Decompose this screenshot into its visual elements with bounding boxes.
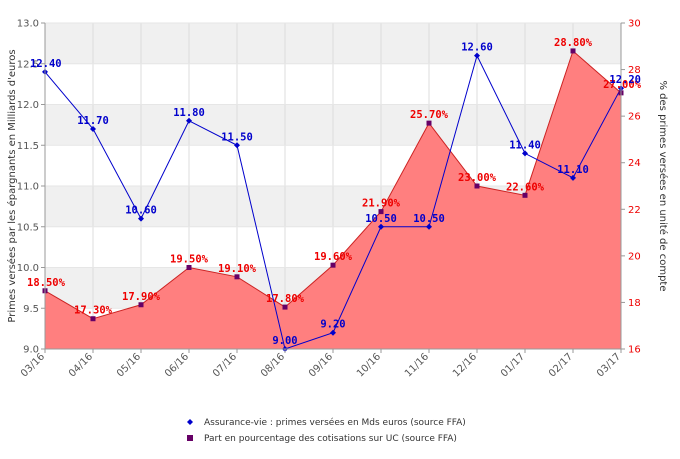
data-label-premiums: 10.50 xyxy=(413,213,445,225)
marker-premiums xyxy=(330,329,336,336)
marker-premiums xyxy=(474,52,480,59)
data-label-uc-share: 18.50% xyxy=(27,277,66,289)
y-axis-right-tick-label: 28 xyxy=(628,65,641,76)
x-axis-tick-label: 04/16 xyxy=(67,351,95,379)
data-label-premiums: 10.50 xyxy=(365,213,397,225)
data-label-premiums: 11.50 xyxy=(221,131,253,143)
marker-uc-share xyxy=(186,265,192,270)
marker-uc-share xyxy=(138,302,144,308)
y-axis-left-tick-label: 11.0 xyxy=(17,182,39,193)
x-axis-tick-label: 12/16 xyxy=(451,351,479,379)
marker-uc-share xyxy=(426,120,432,126)
data-label-premiums: 12.20 xyxy=(609,74,641,86)
y-axis-right-tick-label: 26 xyxy=(628,112,641,123)
data-label-premiums: 11.10 xyxy=(557,164,589,176)
legend-label-uc-share: Part en pourcentage des cotisations sur … xyxy=(204,434,457,444)
data-label-premiums: 11.80 xyxy=(173,107,205,119)
x-axis-tick-label: 03/17 xyxy=(595,351,623,379)
y-axis-left-tick-label: 9.5 xyxy=(23,304,39,315)
y-axis-left-tick-label: 10.0 xyxy=(17,263,39,274)
y-axis-right-tick-label: 30 xyxy=(628,19,641,30)
marker-premiums xyxy=(138,215,144,222)
data-labels: 18.50% 17.30% 17.90% 19.50% 19.10% 17.80% 19.6… xyxy=(27,37,642,347)
marker-premiums xyxy=(426,223,432,230)
x-axis-tick-label: 09/16 xyxy=(307,351,335,379)
y-axis-right-tick-label: 16 xyxy=(628,345,641,356)
marker-premiums xyxy=(378,223,384,230)
data-label-uc-share: 23.00% xyxy=(458,172,497,184)
data-label-uc-share: 19.50% xyxy=(170,254,209,266)
data-label-premiums: 12.60 xyxy=(461,42,493,54)
y-axis-left-tick-label: 9.0 xyxy=(23,345,39,356)
x-axis-tick-label: 07/16 xyxy=(211,351,239,379)
marker-uc-share xyxy=(570,48,576,54)
marker-uc-share xyxy=(330,262,336,268)
marker-uc-share xyxy=(282,304,288,310)
legend-marker-premiums xyxy=(187,419,193,425)
y-axis-left-tick-label: 11.5 xyxy=(17,141,39,152)
y-axis-left-tick-label: 12.0 xyxy=(17,100,39,111)
data-label-uc-share: 17.30% xyxy=(74,305,113,317)
data-label-uc-share: 27.00% xyxy=(603,79,642,91)
data-label-uc-share: 19.60% xyxy=(314,251,353,263)
y-axis-right-title: % des primes versées en unité de compte xyxy=(657,80,669,291)
data-label-uc-share: 17.80% xyxy=(266,293,305,305)
x-axis-tick-label: 08/16 xyxy=(259,351,287,379)
marker-uc-share xyxy=(90,316,96,322)
marker-uc-share xyxy=(522,192,528,198)
marker-uc-share xyxy=(234,274,240,280)
marker-premiums xyxy=(522,150,528,157)
data-label-uc-share: 21.90% xyxy=(362,198,401,210)
x-axis-tick-label: 03/16 xyxy=(19,351,47,379)
legend-marker-uc-share xyxy=(187,435,193,441)
data-label-premiums: 12.40 xyxy=(30,58,62,70)
y-axis-left-tick-label: 10.5 xyxy=(17,222,39,233)
area-fill-uc-share xyxy=(45,50,621,349)
y-axis-left-tick-label: 12.5 xyxy=(17,59,39,70)
data-label-premiums: 11.70 xyxy=(77,115,109,127)
data-label-premiums: 9.00 xyxy=(272,335,297,347)
legend-label-premiums: Assurance-vie : primes versées en Mds eu… xyxy=(204,417,466,428)
data-label-uc-share: 22.60% xyxy=(506,181,545,193)
y-axis-right-tick-label: 24 xyxy=(628,158,641,169)
data-label-uc-share: 25.70% xyxy=(410,109,449,121)
data-label-uc-share: 19.10% xyxy=(218,263,257,275)
data-label-premiums: 10.60 xyxy=(125,205,157,217)
marker-uc-share xyxy=(474,183,480,189)
x-axis-tick-label: 11/16 xyxy=(403,351,431,379)
y-axis-left-tick-label: 13.0 xyxy=(17,19,39,30)
y-axis-left-title: Primes versées par les épargnants en Mil… xyxy=(6,49,18,322)
marker-premiums xyxy=(234,142,240,149)
marker-premiums xyxy=(570,174,576,181)
y-axis-right-tick-label: 18 xyxy=(628,298,641,309)
legend: Assurance-vie : primes versées en Mds eu… xyxy=(187,417,466,444)
data-label-premiums: 11.40 xyxy=(509,139,541,151)
x-axis-tick-label: 02/17 xyxy=(547,351,575,379)
y-axis-right-tick-label: 22 xyxy=(628,205,641,216)
marker-uc-share xyxy=(378,209,384,215)
x-axis-tick-label: 10/16 xyxy=(355,351,383,379)
y-axis-right-tick-label: 20 xyxy=(628,251,641,262)
marker-premiums xyxy=(186,117,192,124)
data-label-uc-share: 28.80% xyxy=(554,37,593,49)
marker-premiums xyxy=(90,125,96,132)
data-label-premiums: 9.20 xyxy=(320,319,345,331)
data-label-uc-share: 17.90% xyxy=(122,291,161,303)
x-axis-tick-label: 01/17 xyxy=(499,351,527,379)
x-axis-tick-label: 05/16 xyxy=(115,351,143,379)
x-axis-tick-label: 06/16 xyxy=(163,351,191,379)
